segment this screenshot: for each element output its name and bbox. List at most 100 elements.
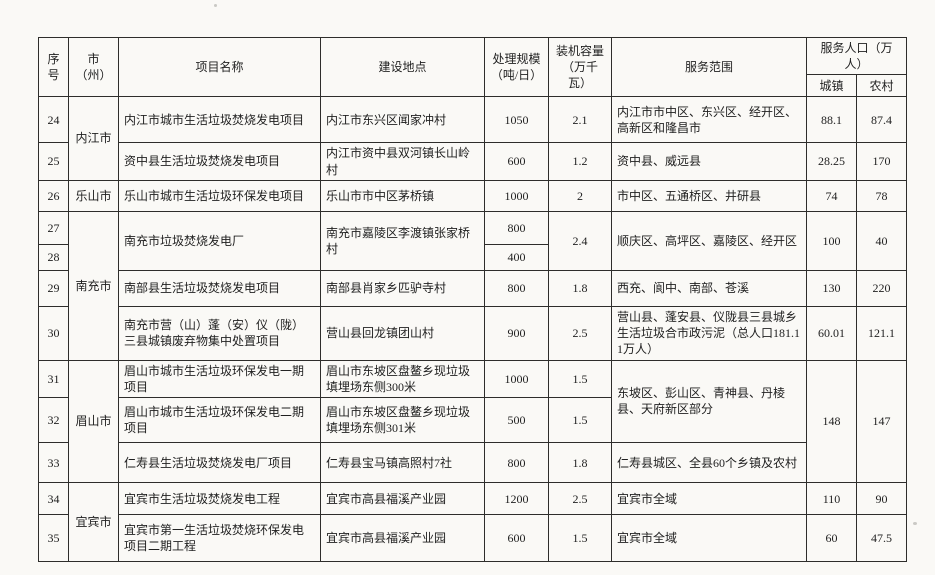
cell-rural: 47.5 [855, 514, 908, 563]
cell-project: 眉山市城市生活垃圾环保发电一期项目 [118, 359, 321, 399]
cell-scope: 东坡区、彭山区、青神县、丹棱县、天府新区部分 [611, 359, 807, 444]
cell-scope: 资中县、威远县 [611, 142, 807, 181]
cell-scale: 800 [484, 210, 549, 245]
cell-project: 仁寿县生活垃圾焚烧发电厂项目 [118, 442, 321, 484]
cell-scale: 800 [484, 442, 549, 484]
cell-urban: 28.25 [806, 142, 857, 181]
cell-seq: 33 [38, 442, 69, 484]
cell-scope: 仁寿县城区、全县60个乡镇及农村 [611, 442, 807, 484]
scan-artifact [913, 522, 917, 525]
cell-scope: 西充、阆中、南部、苍溪 [611, 269, 807, 307]
table-row: 30 南充市营（山）蓬（安）仪（陇）三县城镇废弃物集中处置项目 营山县回龙镇团山… [38, 305, 908, 361]
cell-capacity: 2.4 [548, 210, 612, 271]
cell-capacity: 1.8 [548, 269, 612, 307]
cell-project: 乐山市城市生活垃圾环保发电项目 [118, 179, 321, 212]
header-capacity-line1: 装机容量 [555, 43, 604, 58]
table-row: 27 南充市 南充市垃圾焚烧发电厂 南充市嘉陵区李渡镇张家桥村 800 2.4 … [38, 210, 908, 361]
cell-urban: 88.1 [806, 96, 857, 144]
cell-scope: 市中区、五通桥区、井研县 [611, 179, 807, 212]
cell-location: 营山县回龙镇团山村 [320, 305, 485, 361]
table-row: 25 资中县生活垃圾焚烧发电项目 内江市资中县双河镇长山岭村 600 1.2 资… [38, 142, 908, 181]
cell-city: 宜宾市 [68, 482, 119, 563]
header-scope: 服务范围 [611, 36, 807, 98]
header-location: 建设地点 [320, 36, 485, 98]
cell-capacity: 1.5 [548, 359, 612, 399]
cell-scale: 400 [484, 243, 549, 271]
cell-seq: 28 [38, 243, 69, 271]
table-row: 26 乐山市 乐山市城市生活垃圾环保发电项目 乐山市市中区茅桥镇 1000 2 … [38, 179, 908, 212]
cell-location: 宜宾市高县福溪产业园 [320, 482, 485, 516]
cell-urban: 148 [806, 359, 857, 484]
header-population: 服务人口（万人） [805, 36, 908, 76]
cell-scale: 500 [484, 397, 549, 444]
cell-seq: 27 [38, 210, 69, 245]
table-row: 35 宜宾市第一生活垃圾焚烧环保发电项目二期工程 宜宾市高县福溪产业园 600 … [38, 514, 908, 563]
cell-urban: 130 [806, 269, 857, 307]
cell-seq: 30 [38, 305, 69, 361]
cell-urban: 60 [806, 514, 857, 563]
header-scale-line2: （吨/日） [490, 68, 543, 83]
header-urban: 城镇 [806, 74, 857, 98]
header-rural: 农村 [855, 74, 908, 98]
cell-capacity: 1.5 [548, 514, 612, 563]
header-city: 市（州） [68, 36, 119, 98]
cell-project: 宜宾市第一生活垃圾焚烧环保发电项目二期工程 [118, 514, 321, 563]
header-project: 项目名称 [118, 36, 321, 98]
table-row: 31 眉山市 眉山市城市生活垃圾环保发电一期项目 眉山市东坡区盘鳌乡现垃圾填埋场… [38, 359, 908, 484]
cell-project: 眉山市城市生活垃圾环保发电二期项目 [118, 397, 321, 444]
cell-location: 仁寿县宝马镇高照村7社 [320, 442, 485, 484]
cell-scale: 600 [484, 514, 549, 563]
cell-capacity: 1.5 [548, 397, 612, 444]
cell-city: 乐山市 [68, 179, 119, 212]
cell-project: 内江市城市生活垃圾焚烧发电项目 [118, 96, 321, 144]
cell-scale: 600 [484, 142, 549, 181]
cell-scale: 1000 [484, 179, 549, 212]
cell-project: 资中县生活垃圾焚烧发电项目 [118, 142, 321, 181]
cell-seq: 26 [38, 179, 69, 212]
cell-urban: 100 [806, 210, 857, 271]
scan-artifact [214, 4, 217, 7]
cell-seq: 34 [38, 482, 69, 516]
cell-location: 内江市东兴区闻家冲村 [320, 96, 485, 144]
cell-scope: 内江市市中区、东兴区、经开区、高新区和隆昌市 [611, 96, 807, 144]
cell-rural: 121.1 [855, 305, 908, 361]
cell-city: 眉山市 [68, 359, 119, 484]
cell-rural: 170 [855, 142, 908, 181]
cell-capacity: 1.2 [548, 142, 612, 181]
cell-capacity: 2.1 [548, 96, 612, 144]
cell-city: 南充市 [68, 210, 119, 361]
cell-capacity: 1.8 [548, 442, 612, 484]
cell-scope: 顺庆区、高坪区、嘉陵区、经开区 [611, 210, 807, 271]
cell-project: 宜宾市生活垃圾焚烧发电工程 [118, 482, 321, 516]
cell-rural: 220 [855, 269, 908, 307]
header-capacity-line2: （万千瓦） [561, 60, 598, 91]
table-row: 33 仁寿县生活垃圾焚烧发电厂项目 仁寿县宝马镇高照村7社 800 1.8 仁寿… [38, 442, 907, 484]
cell-scale: 1050 [484, 96, 549, 144]
cell-seq: 32 [38, 397, 69, 444]
cell-scale: 1000 [484, 359, 549, 399]
cell-scale: 1200 [484, 482, 549, 516]
cell-capacity: 2.5 [548, 482, 612, 516]
cell-location: 南充市嘉陵区李渡镇张家桥村 [320, 210, 485, 271]
header-seq: 序号 [38, 36, 69, 98]
cell-location: 眉山市东坡区盘鳌乡现垃圾填埋场东侧300米 [320, 359, 485, 399]
header-scale: 处理规模 （吨/日） [484, 36, 549, 98]
cell-project: 南部县生活垃圾焚烧发电项目 [118, 269, 321, 307]
cell-seq: 24 [38, 96, 69, 144]
cell-city: 内江市 [68, 96, 119, 181]
cell-location: 宜宾市高县福溪产业园 [320, 514, 485, 563]
cell-capacity: 2.5 [548, 305, 612, 361]
cell-rural: 147 [855, 359, 908, 484]
cell-project: 南充市垃圾焚烧发电厂 [118, 210, 321, 271]
cell-rural: 90 [855, 482, 908, 516]
cell-capacity: 2 [548, 179, 612, 212]
cell-seq: 25 [38, 142, 69, 181]
cell-scope: 营山县、蓬安县、仪陇县三县城乡生活垃圾合市政污泥（总人口181.11万人） [611, 305, 807, 361]
cell-seq: 29 [38, 269, 69, 307]
table-row: 24 内江市 内江市城市生活垃圾焚烧发电项目 内江市东兴区闻家冲村 1050 2… [38, 96, 908, 181]
cell-project: 南充市营（山）蓬（安）仪（陇）三县城镇废弃物集中处置项目 [118, 305, 321, 361]
cell-scale: 800 [484, 269, 549, 307]
cell-rural: 78 [855, 179, 908, 212]
cell-rural: 87.4 [855, 96, 908, 144]
